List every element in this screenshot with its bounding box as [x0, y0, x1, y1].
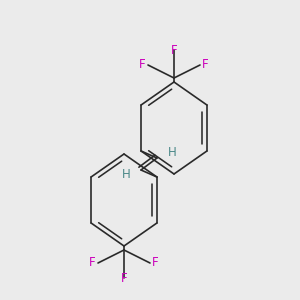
- Text: F: F: [202, 58, 208, 71]
- Text: F: F: [140, 58, 146, 71]
- Text: F: F: [171, 44, 177, 56]
- Text: H: H: [168, 146, 176, 158]
- Text: H: H: [122, 169, 130, 182]
- Text: F: F: [89, 256, 96, 269]
- Text: F: F: [121, 272, 127, 284]
- Text: F: F: [152, 256, 159, 269]
